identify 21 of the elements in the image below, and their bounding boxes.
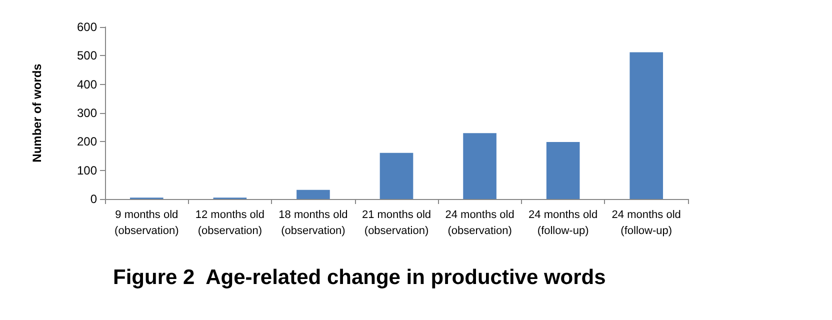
y-axis-title: Number of words bbox=[30, 63, 44, 162]
x-tick-label: 12 months old (observation) bbox=[195, 209, 264, 237]
x-tick-label: 9 months old (observation) bbox=[114, 209, 179, 237]
y-tick-label: 0 bbox=[90, 192, 98, 206]
x-tick-label: 24 months old (follow-up) bbox=[612, 209, 681, 237]
bar bbox=[380, 152, 414, 199]
bar bbox=[630, 52, 664, 199]
bar bbox=[546, 142, 580, 199]
y-tick-label: 300 bbox=[76, 106, 98, 120]
x-tick-label: 21 months old (observation) bbox=[362, 209, 432, 237]
y-tick-label: 400 bbox=[76, 77, 98, 92]
x-tick-label: 18 months old (observation) bbox=[278, 209, 348, 237]
x-tick-label: 24 months old (observation) bbox=[445, 209, 514, 237]
y-tick-label: 100 bbox=[76, 163, 98, 178]
y-tick-label: 500 bbox=[76, 48, 98, 63]
x-tick-label: 24 months old (follow-up) bbox=[528, 209, 598, 237]
y-tick-label: 200 bbox=[76, 134, 98, 149]
y-tick-label: 600 bbox=[76, 20, 98, 34]
bar bbox=[296, 190, 330, 199]
bar bbox=[463, 133, 496, 199]
text: Figure 2 Age-related change in productive words bbox=[113, 266, 606, 289]
